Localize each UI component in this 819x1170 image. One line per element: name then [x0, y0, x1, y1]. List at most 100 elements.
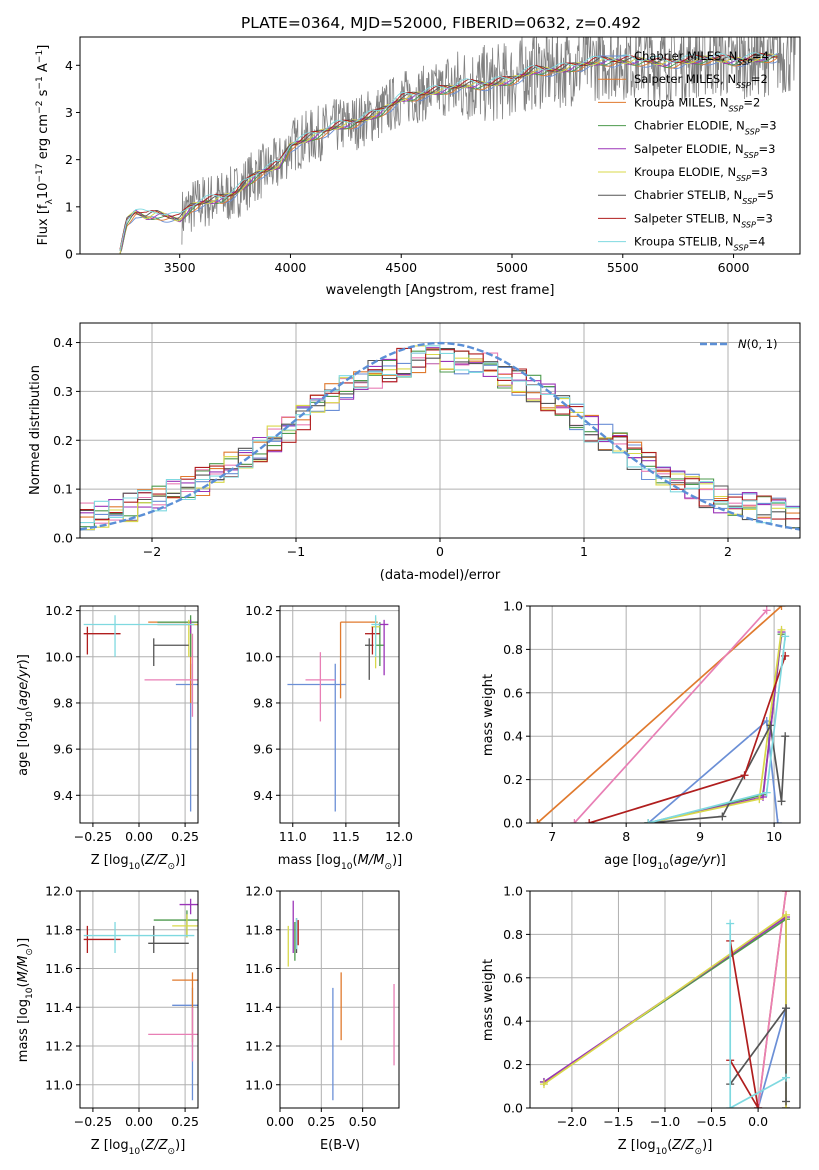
- legend-label: Chabrier ELODIE, NSSP=3: [634, 119, 777, 137]
- axes-weight_vs_age: 7 8 9 10 0.0 0.2 0.4 0.6 0.8 1.0 age [log10(age/yr…: [481, 599, 801, 872]
- plot-area-weight_vs_age: [533, 606, 790, 823]
- y-tick-label: 0.0: [53, 531, 73, 546]
- x-axis-label: Z [log10(Z/Z⊙)]: [91, 853, 186, 872]
- weight-age-line: [573, 609, 768, 823]
- plots: 3500 4000 4500 5000 5500 6000 0 1 2 3 4 Chabrier MI…: [16, 36, 801, 1157]
- x-tick-label: 7: [548, 829, 556, 844]
- y-tick-label: 9.8: [53, 695, 73, 710]
- y-tick-label: 11.6: [45, 961, 73, 976]
- y-tick-label: 0.6: [503, 970, 523, 985]
- weight-Z-line: [757, 891, 787, 1108]
- axes-spectrum: 3500 4000 4500 5000 5500 6000 0 1 2 3 4 Chabrier MI…: [35, 36, 801, 298]
- axes-age_vs_mass: 11.0 11.5 12.0 9.4 9.6 9.8 10.0 10.2 mass [log10…: [245, 603, 413, 872]
- weight-Z-line: [729, 923, 787, 1108]
- y-axis-label: mass weight: [481, 674, 496, 756]
- plot-area-mass_vs_ebv: [287, 900, 395, 1101]
- x-tick-label: 10: [766, 829, 782, 844]
- y-tick-label: 3: [65, 105, 73, 120]
- axes-residuals: −2 −1 0 1 2 0.0 0.1 0.2 0.3 0.4 N(0, 1) (data-model…: [28, 322, 801, 583]
- x-axis-label: mass [log10(M/M⊙)]: [278, 853, 402, 872]
- legend-label: Kroupa MILES, NSSP=2: [634, 95, 760, 113]
- legend-label: Salpeter ELODIE, NSSP=3: [634, 142, 775, 160]
- y-tick-label: 4: [65, 58, 73, 73]
- x-tick-label: 0.25: [171, 829, 199, 844]
- weight-age-line: [536, 606, 783, 823]
- legend-label: Chabrier STELIB, NSSP=5: [634, 188, 774, 206]
- x-tick-label: 9: [696, 829, 704, 844]
- axes-mass_vs_ebv: 0.00 0.25 0.50 11.0 11.2 11.4 11.6 11.8 12.0 E(B-…: [245, 884, 400, 1153]
- y-tick-label: 0.0: [503, 1101, 523, 1116]
- y-tick-label: 0.8: [503, 927, 523, 942]
- y-tick-label: 11.2: [45, 1039, 73, 1054]
- x-tick-label: 0.25: [171, 1114, 199, 1129]
- x-axis-label: Z [log10(Z/Z⊙)]: [618, 1138, 713, 1157]
- y-tick-label: 11.4: [45, 1000, 73, 1015]
- x-tick-label: 0.50: [349, 1114, 377, 1129]
- model-spectrum: [119, 53, 778, 251]
- legend-label: Salpeter MILES, NSSP=2: [634, 72, 768, 90]
- y-tick-label: 11.6: [245, 961, 273, 976]
- x-tick-label: −0.25: [74, 1114, 112, 1129]
- y-tick-label: 10.2: [245, 603, 273, 618]
- y-tick-label: 0.4: [503, 729, 523, 744]
- legend-label: Kroupa STELIB, NSSP=4: [634, 235, 765, 253]
- plot-area-spectrum: [119, 37, 796, 254]
- y-tick-label: 0.2: [503, 1057, 523, 1072]
- y-tick-label: 0.2: [503, 772, 523, 787]
- y-tick-label: 0.8: [503, 642, 523, 657]
- weight-Z-line: [729, 940, 759, 1108]
- y-tick-label: 9.4: [253, 788, 273, 803]
- x-axis-label: wavelength [Angstrom, rest frame]: [326, 283, 555, 298]
- y-axis-label: mass weight: [481, 959, 496, 1041]
- frame-mass_vs_ebv: [279, 890, 400, 1109]
- plot-area-residuals: [80, 341, 800, 531]
- x-tick-label: 0.25: [307, 1114, 335, 1129]
- y-tick-label: 0.4: [53, 335, 73, 350]
- gaussian-curve: [80, 341, 800, 531]
- x-tick-label: 0: [436, 544, 444, 559]
- y-tick-label: 1.0: [503, 884, 523, 899]
- y-tick-label: 11.2: [245, 1039, 273, 1054]
- plot-area-age_vs_mass: [287, 615, 389, 812]
- y-tick-label: 2: [65, 152, 73, 167]
- y-tick-label: 0.6: [503, 685, 523, 700]
- y-tick-label: 11.8: [245, 922, 273, 937]
- x-tick-label: 4000: [275, 260, 307, 275]
- y-tick-label: 11.8: [45, 922, 73, 937]
- y-axis-label: mass [log10(M/M⊙)]: [16, 938, 35, 1062]
- axes-weight_vs_Z: −2.0 −1.5 −1.0 −0.5 0.0 0.0 0.2 0.4 0.6 0.8 1.0 Z […: [481, 884, 801, 1157]
- frame-spectrum: [79, 36, 801, 255]
- figure-title: PLATE=0364, MJD=52000, FIBERID=0632, z=0…: [241, 14, 641, 32]
- y-tick-label: 9.6: [53, 742, 73, 757]
- legend-label: Salpeter STELIB, NSSP=3: [634, 211, 773, 229]
- plot-area-mass_vs_Z: [83, 898, 198, 1101]
- y-tick-label: 9.6: [253, 742, 273, 757]
- x-tick-label: 2: [724, 544, 732, 559]
- x-tick-label: 3500: [164, 260, 196, 275]
- y-axis-label: age [log10(age/yr)]: [16, 654, 35, 776]
- residual-histogram: [80, 345, 800, 524]
- x-tick-label: 5000: [496, 260, 528, 275]
- x-tick-label: 0.00: [125, 1114, 153, 1129]
- y-tick-label: 9.8: [253, 695, 273, 710]
- y-tick-label: 11.0: [245, 1077, 273, 1092]
- x-axis-label: age [log10(age/yr)]: [604, 853, 726, 872]
- y-axis-label: Flux [fλ10−17 erg cm−2 s−1 A−1]: [35, 45, 55, 246]
- x-tick-label: 0.00: [125, 829, 153, 844]
- frame-age_vs_mass: [279, 605, 400, 824]
- x-tick-label: −2: [143, 544, 161, 559]
- plot-area-weight_vs_Z: [539, 891, 791, 1108]
- frame-weight_vs_age: [529, 605, 801, 824]
- x-tick-label: 11.5: [332, 829, 360, 844]
- y-tick-label: 11.4: [245, 1000, 273, 1015]
- y-tick-label: 12.0: [245, 884, 273, 899]
- y-tick-label: 0.1: [53, 482, 73, 497]
- x-tick-label: −1: [287, 544, 305, 559]
- x-tick-label: −1.0: [650, 1114, 680, 1129]
- x-tick-label: 8: [622, 829, 630, 844]
- x-tick-label: 6000: [718, 260, 750, 275]
- x-tick-label: 0.00: [266, 1114, 294, 1129]
- x-tick-label: 1: [580, 544, 588, 559]
